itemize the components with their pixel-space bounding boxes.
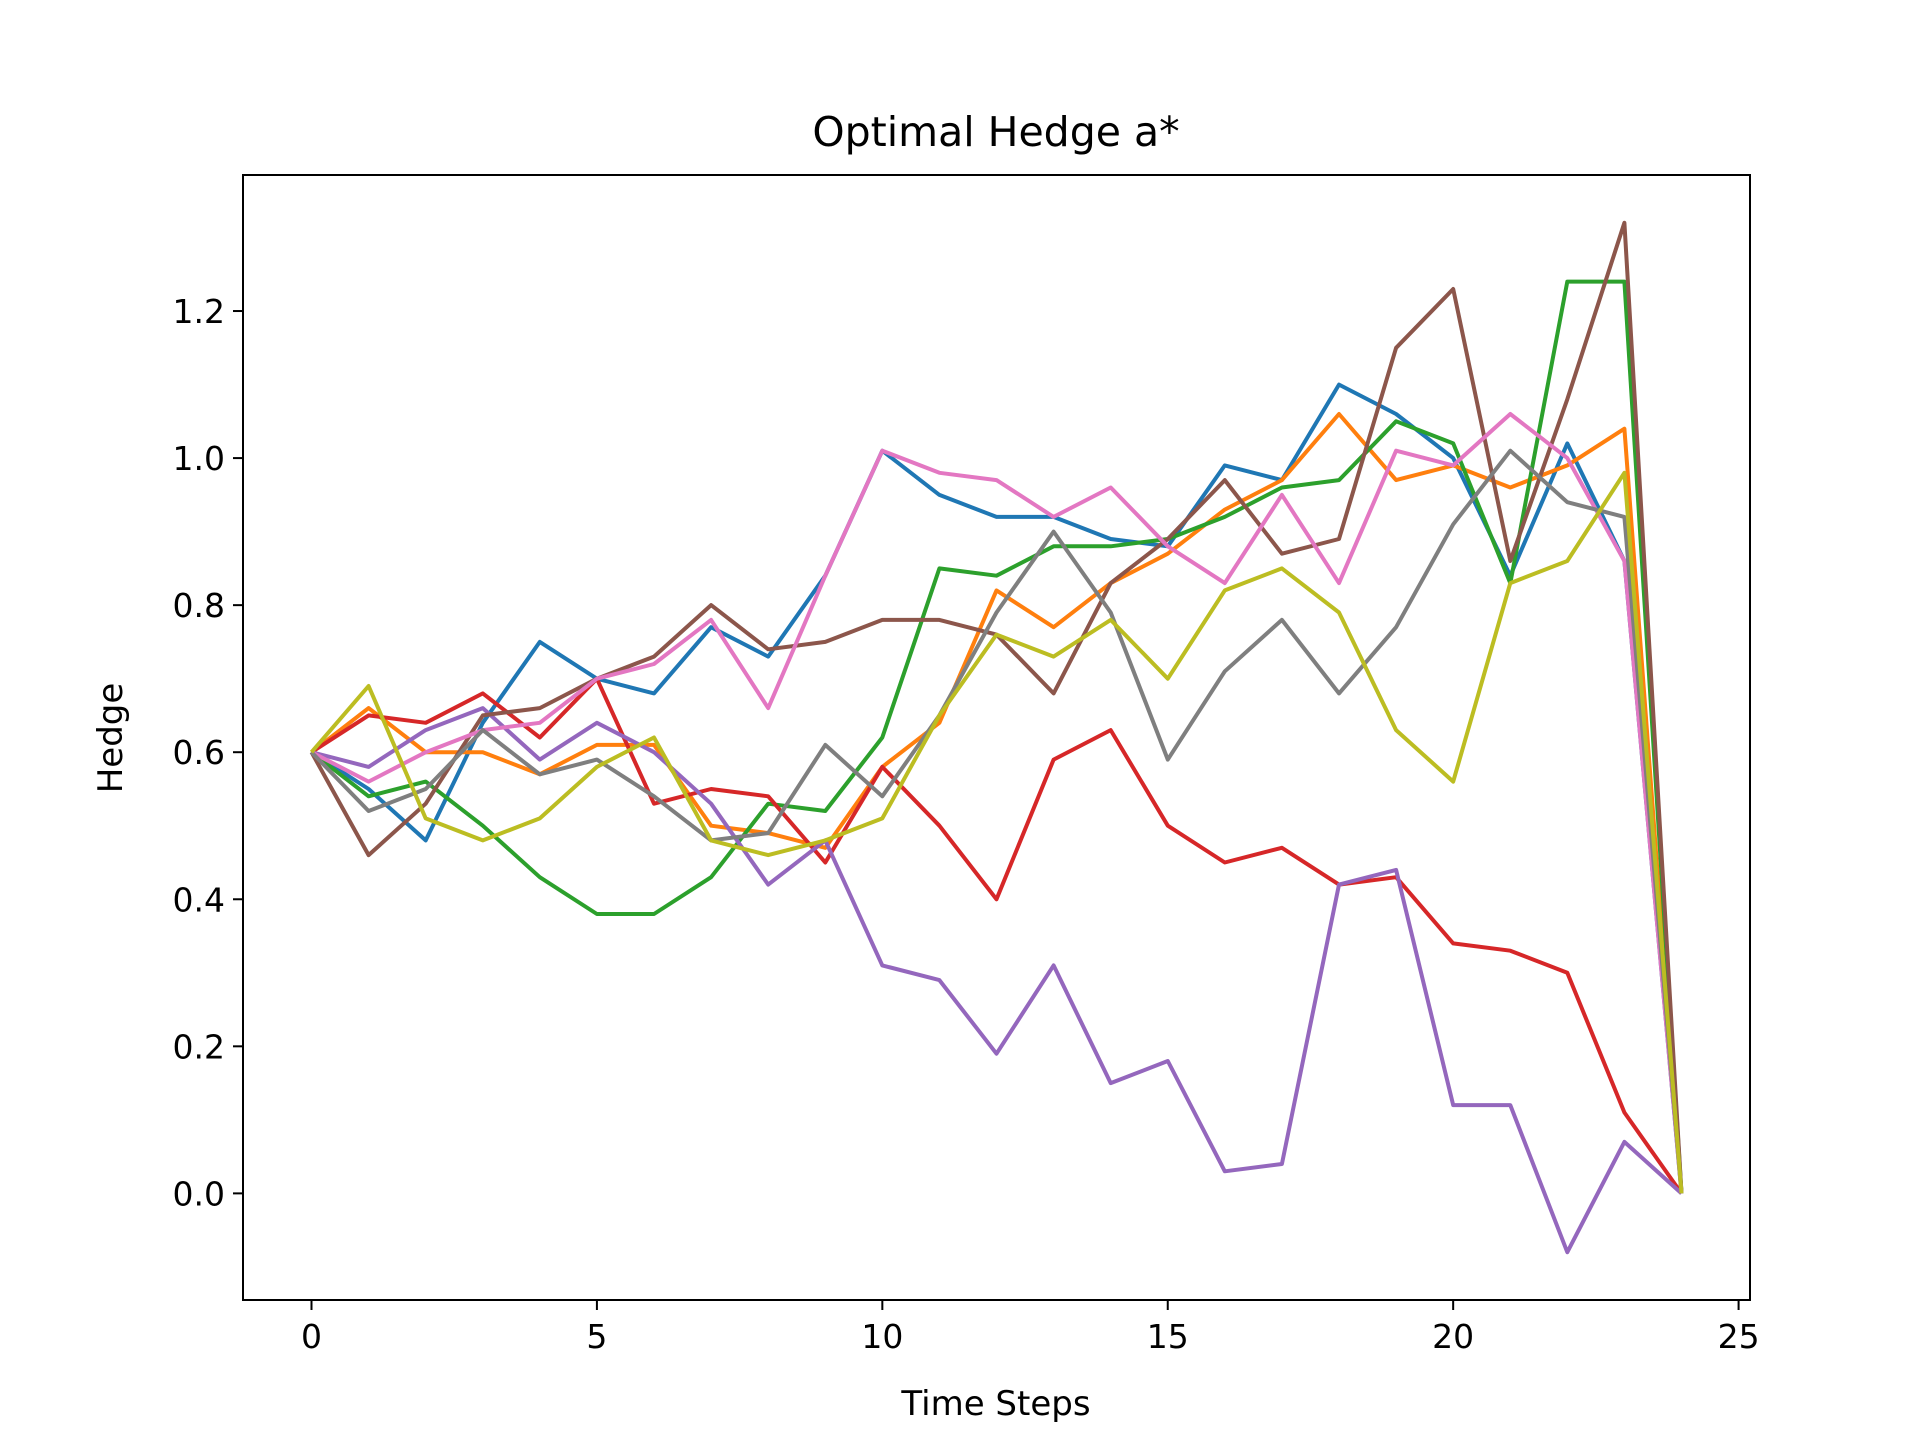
y-tick-label: 0.2 xyxy=(173,1027,225,1066)
y-tick-label: 0.0 xyxy=(173,1174,225,1213)
y-axis-label: Hedge xyxy=(91,683,131,794)
axes-layer: 0 5 10 15 20 25 0.0 0.2 0.4 0.6 0.8 1.0 1.2 xyxy=(173,292,1760,1356)
y-tick-label: 0.8 xyxy=(173,586,225,625)
series-line-5 xyxy=(311,706,1683,1255)
x-tick-label: 10 xyxy=(861,1317,903,1356)
x-tick-label: 20 xyxy=(1432,1317,1474,1356)
y-tick-label: 0.4 xyxy=(173,880,225,919)
series-line-8 xyxy=(310,448,1684,1194)
x-tick-label: 25 xyxy=(1718,1317,1760,1356)
y-tick-label: 0.6 xyxy=(173,733,225,772)
x-axis-label: Time Steps xyxy=(900,1384,1090,1424)
x-tick-label: 0 xyxy=(301,1317,322,1356)
series-line-9 xyxy=(309,470,1684,1194)
series-line-1 xyxy=(310,382,1684,1194)
series-line-4 xyxy=(310,676,1684,1195)
x-tick-label: 5 xyxy=(586,1317,607,1356)
chart-title: Optimal Hedge a* xyxy=(812,108,1179,156)
y-tick-label: 1.2 xyxy=(173,292,225,331)
series-line-3 xyxy=(310,279,1684,1194)
x-tick-label: 15 xyxy=(1147,1317,1189,1356)
plot-frame xyxy=(242,174,1751,1301)
series-line-7 xyxy=(310,412,1684,1194)
y-tick-label: 1.0 xyxy=(173,439,225,478)
series-layer xyxy=(309,220,1684,1255)
